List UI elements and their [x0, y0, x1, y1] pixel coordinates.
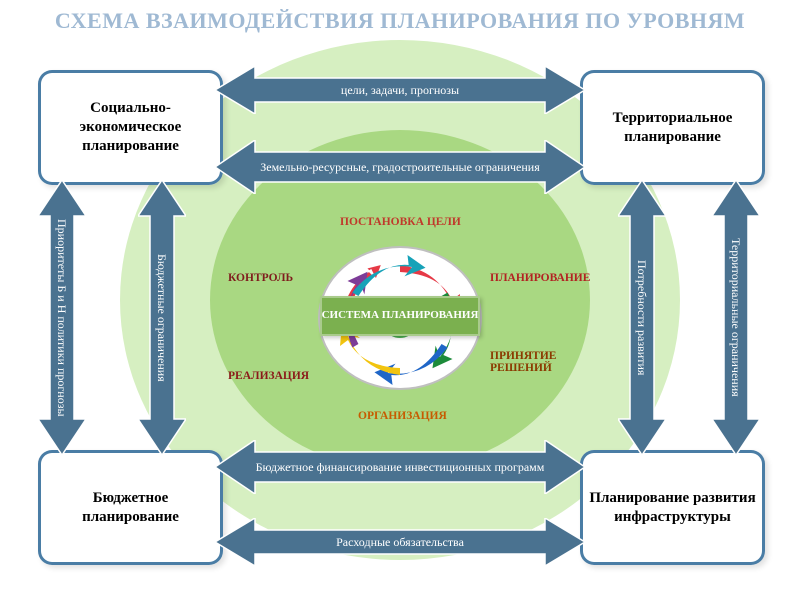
- cycle-label-r: ПРИНЯТИЕ РЕШЕНИЙ: [490, 350, 580, 374]
- center-band: СИСТЕМА ПЛАНИРОВАНИЯ: [320, 296, 480, 336]
- cycle-label-top: ПОСТАНОВКА ЦЕЛИ: [340, 216, 461, 228]
- varrow-right-1: Потребности развития: [618, 180, 666, 455]
- harrow-bottom-1: Бюджетное финансирование инвестиционных …: [215, 440, 585, 494]
- harrow-label: Бюджетное финансирование инвестиционных …: [216, 460, 585, 474]
- corner-bottom-right: Планирование развития инфраструктуры: [580, 450, 765, 565]
- varrow-right-2: Территориальные ограничения: [712, 180, 760, 455]
- varrow-left-1: Приоритеты Б и Н политики прогнозы: [38, 180, 86, 455]
- corner-top-right: Территориальное планирование: [580, 70, 765, 185]
- cycle-label-tr: ПЛАНИРОВАНИЕ: [490, 272, 590, 284]
- varrow-label: Приоритеты Б и Н политики прогнозы: [55, 219, 69, 417]
- varrow-label: Бюджетные ограничения: [155, 254, 169, 382]
- center-band-label: СИСТЕМА ПЛАНИРОВАНИЯ: [322, 309, 479, 322]
- cycle-label-bottom: ОРГАНИЗАЦИЯ: [358, 410, 447, 422]
- cycle-label-l: КОНТРОЛЬ: [228, 272, 293, 284]
- varrow-label: Территориальные ограничения: [729, 238, 743, 397]
- harrow-top-1: цели, задачи, прогнозы: [215, 66, 585, 114]
- varrow-left-2: Бюджетные ограничения: [138, 180, 186, 455]
- varrow-label: Потребности развития: [635, 260, 649, 375]
- harrow-label: Земельно-ресурсные, градостроительные ог…: [220, 160, 580, 174]
- corner-top-left: Социально-экономическое планирование: [38, 70, 223, 185]
- harrow-top-2: Земельно-ресурсные, градостроительные ог…: [215, 140, 585, 194]
- page-title: СХЕМА ВЗАИМОДЕЙСТВИЯ ПЛАНИРОВАНИЯ ПО УРО…: [0, 8, 800, 34]
- corner-bottom-left: Бюджетное планирование: [38, 450, 223, 565]
- harrow-label: цели, задачи, прогнозы: [301, 83, 499, 97]
- harrow-label: Расходные обязательства: [296, 535, 504, 549]
- harrow-bottom-2: Расходные обязательства: [215, 518, 585, 566]
- cycle-label-bl: РЕАЛИЗАЦИЯ: [228, 370, 309, 382]
